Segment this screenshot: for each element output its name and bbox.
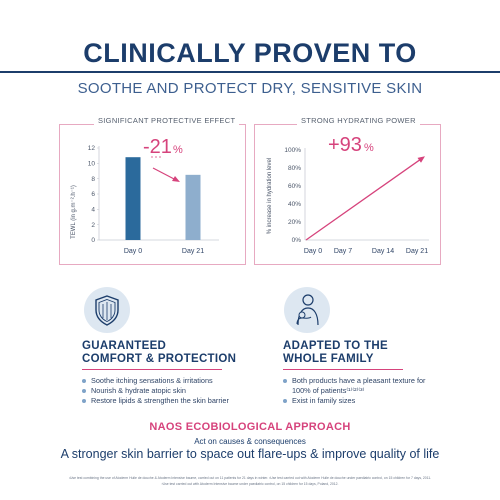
comfort-protection-title-line1: GUARANTEED [82,340,167,352]
chart1-ytick: 12 [88,145,96,152]
comfort-protection-title-line2: COMFORT & PROTECTION [82,353,237,365]
approach-title: NAOS ECOBIOLOGICAL APPROACH [149,421,351,433]
chart1-xtick-day0: Day 0 [124,248,142,255]
comfort-protection-divider [82,369,222,370]
chart2-annotation-unit: % [364,142,374,154]
family-icon [284,287,330,333]
page-title: CLINICALLY PROVEN TO [83,38,417,68]
whole-family-title-line2: WHOLE FAMILY [283,353,374,365]
chart2-xtick: Day 7 [334,248,352,255]
list-item: Exist in family sizes [283,396,433,406]
whole-family-list: Both products have a pleasant texture fo… [283,376,433,406]
chart2-ytick: 0% [292,237,302,244]
page-subtitle: SOOTHE AND PROTECT DRY, SENSITIVE SKIN [77,80,423,97]
chart2-xtick: Day 21 [406,248,428,255]
list-item: Soothe itching sensations & irritations [82,376,262,386]
approach-subtitle: Act on causes & consequences [194,437,306,446]
chart1-annotation-value: -21 [143,136,172,158]
whole-family-divider [283,369,403,370]
chart1-annotation-unit: % [173,144,183,156]
shield-icon [84,287,130,333]
chart1-xtick-day21: Day 21 [182,248,204,255]
chart2-ytick: 20% [288,219,301,226]
chart2-ytick: 40% [288,201,301,208]
comfort-protection-list: Soothe itching sensations & irritations … [82,376,262,406]
hydrating-power-chart-title: STRONG HYDRATING POWER [297,116,420,125]
chart2-annotation-value: +93 [328,134,362,156]
whole-family-title: ADAPTED TO THE WHOLE FAMILY [283,340,388,366]
list-item: Both products have a pleasant texture fo… [283,376,433,396]
chart1-ytick: 4 [91,207,95,214]
chart1-bar-day21 [185,174,201,240]
chart2-ytick: 80% [288,165,301,172]
footnote: ¹Use test combining the use of Atoderm H… [68,476,432,480]
chart1-ytick: 0 [91,237,95,244]
chart2-ytick: 100% [284,147,301,154]
title-divider [0,71,500,73]
chart1-ytick: 8 [91,176,95,183]
protective-effect-chart: TEWL (in g.m⁻².h⁻¹) 0 2 4 6 8 10 12 Day 0 Day … [71,136,219,255]
chart1-arrow [152,167,177,181]
chart2-xtick: Day 0 [304,248,322,255]
comfort-protection-title: GUARANTEED COMFORT & PROTECTION [82,340,236,366]
protective-effect-chart-title: SIGNIFICANT PROTECTIVE EFFECT [94,116,240,125]
chart1-ylabel: TEWL (in g.m⁻².h⁻¹) [71,185,77,239]
chart1-arrowhead [172,176,180,182]
hydrating-power-chart: % increase in hydration level 0% 20% 40% 60… [267,134,429,255]
whole-family-title-line1: ADAPTED TO THE [283,340,388,352]
chart1-ytick: 2 [91,222,95,229]
chart1-bar-day0 [125,157,141,240]
list-item: Restore lipids & strengthen the skin bar… [82,396,262,406]
chart1-ytick: 10 [88,161,96,168]
chart2-xtick: Day 14 [372,248,394,255]
chart2-ytick: 60% [288,183,301,190]
chart2-series-line [305,157,423,241]
chart1-ytick: 6 [91,191,95,198]
chart2-ylabel: % increase in hydration level [267,158,273,234]
footnote: ³Use test carried out with Atoderm Inten… [161,482,339,486]
list-item: Nourish & hydrate atopic skin [82,386,262,396]
approach-claim: A stronger skin barrier to space out fla… [60,447,440,461]
chart2-arrowhead [417,156,425,163]
